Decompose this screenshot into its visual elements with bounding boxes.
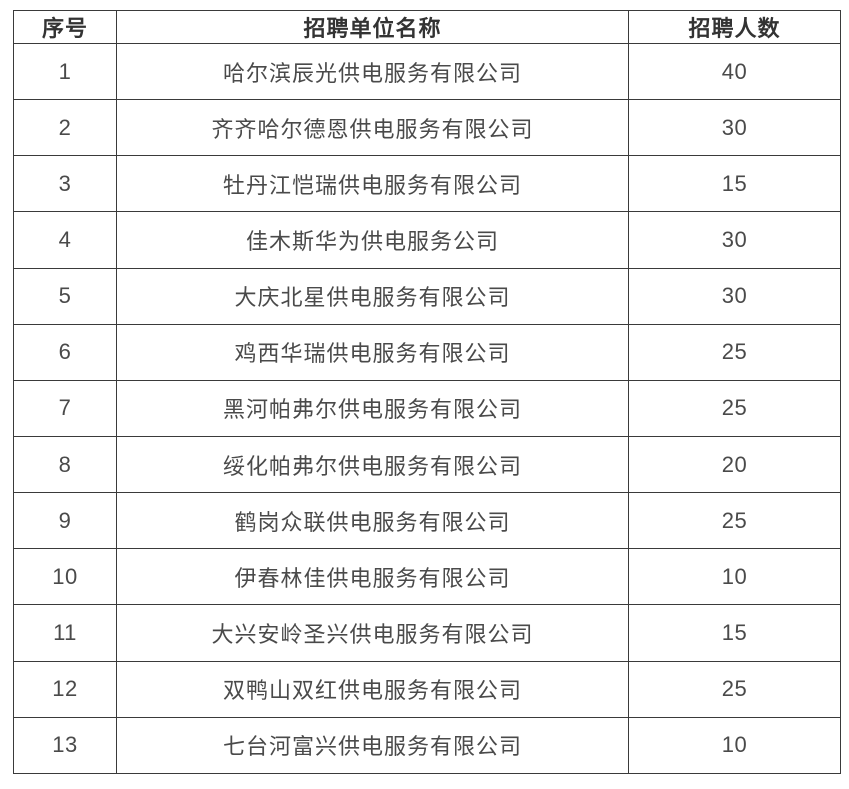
company-cell: 双鸭山双红供电服务有限公司 bbox=[116, 660, 629, 718]
table-row: 1 哈尔滨辰光供电服务有限公司 40 bbox=[13, 42, 841, 101]
column-header-company: 招聘单位名称 bbox=[116, 10, 629, 44]
count-cell: 40 bbox=[628, 42, 841, 101]
table-row: 5 大庆北星供电服务有限公司 30 bbox=[13, 267, 841, 325]
serial-cell: 3 bbox=[13, 155, 117, 213]
count-cell: 15 bbox=[628, 155, 841, 213]
company-cell: 黑河帕弗尔供电服务有限公司 bbox=[116, 379, 629, 437]
count-cell: 30 bbox=[628, 211, 841, 269]
count-cell: 30 bbox=[628, 267, 841, 325]
company-cell: 齐齐哈尔德恩供电服务有限公司 bbox=[116, 99, 629, 157]
company-cell: 哈尔滨辰光供电服务有限公司 bbox=[116, 42, 629, 101]
count-cell: 25 bbox=[628, 660, 841, 718]
company-cell: 大庆北星供电服务有限公司 bbox=[116, 267, 629, 325]
serial-cell: 5 bbox=[13, 267, 117, 325]
serial-cell: 12 bbox=[13, 660, 117, 718]
table-row: 8 绥化帕弗尔供电服务有限公司 20 bbox=[13, 435, 841, 494]
serial-cell: 2 bbox=[13, 99, 117, 157]
count-cell: 25 bbox=[628, 323, 841, 381]
serial-cell: 11 bbox=[13, 604, 117, 662]
table-row: 3 牡丹江恺瑞供电服务有限公司 15 bbox=[13, 155, 841, 213]
table-body: 1 哈尔滨辰光供电服务有限公司 40 2 齐齐哈尔德恩供电服务有限公司 30 3… bbox=[13, 42, 841, 775]
company-cell: 七台河富兴供电服务有限公司 bbox=[116, 716, 629, 775]
table-row: 9 鹤岗众联供电服务有限公司 25 bbox=[13, 492, 841, 550]
count-cell: 10 bbox=[628, 548, 841, 606]
count-cell: 25 bbox=[628, 492, 841, 550]
table-row: 11 大兴安岭圣兴供电服务有限公司 15 bbox=[13, 604, 841, 662]
company-cell: 佳木斯华为供电服务公司 bbox=[116, 211, 629, 269]
table-row: 10 伊春林佳供电服务有限公司 10 bbox=[13, 548, 841, 606]
count-cell: 20 bbox=[628, 435, 841, 494]
serial-cell: 13 bbox=[13, 716, 117, 775]
count-cell: 10 bbox=[628, 716, 841, 775]
serial-cell: 4 bbox=[13, 211, 117, 269]
table-row: 12 双鸭山双红供电服务有限公司 25 bbox=[13, 660, 841, 718]
table-row: 6 鸡西华瑞供电服务有限公司 25 bbox=[13, 323, 841, 381]
table-header: 序号 招聘单位名称 招聘人数 bbox=[13, 10, 841, 44]
count-cell: 30 bbox=[628, 99, 841, 157]
serial-cell: 9 bbox=[13, 492, 117, 550]
column-header-count: 招聘人数 bbox=[628, 10, 841, 44]
table-row: 7 黑河帕弗尔供电服务有限公司 25 bbox=[13, 379, 841, 437]
serial-cell: 8 bbox=[13, 435, 117, 494]
company-cell: 牡丹江恺瑞供电服务有限公司 bbox=[116, 155, 629, 213]
company-cell: 鸡西华瑞供电服务有限公司 bbox=[116, 323, 629, 381]
company-cell: 大兴安岭圣兴供电服务有限公司 bbox=[116, 604, 629, 662]
recruitment-table: 序号 招聘单位名称 招聘人数 1 哈尔滨辰光供电服务有限公司 40 2 齐齐哈尔… bbox=[13, 10, 841, 775]
table-row: 2 齐齐哈尔德恩供电服务有限公司 30 bbox=[13, 99, 841, 157]
company-cell: 伊春林佳供电服务有限公司 bbox=[116, 548, 629, 606]
serial-cell: 1 bbox=[13, 42, 117, 101]
company-cell: 绥化帕弗尔供电服务有限公司 bbox=[116, 435, 629, 494]
table-row: 13 七台河富兴供电服务有限公司 10 bbox=[13, 716, 841, 775]
count-cell: 25 bbox=[628, 379, 841, 437]
company-cell: 鹤岗众联供电服务有限公司 bbox=[116, 492, 629, 550]
serial-cell: 10 bbox=[13, 548, 117, 606]
serial-cell: 7 bbox=[13, 379, 117, 437]
header-row: 序号 招聘单位名称 招聘人数 bbox=[13, 10, 841, 44]
column-header-serial: 序号 bbox=[13, 10, 117, 44]
serial-cell: 6 bbox=[13, 323, 117, 381]
table-row: 4 佳木斯华为供电服务公司 30 bbox=[13, 211, 841, 269]
count-cell: 15 bbox=[628, 604, 841, 662]
